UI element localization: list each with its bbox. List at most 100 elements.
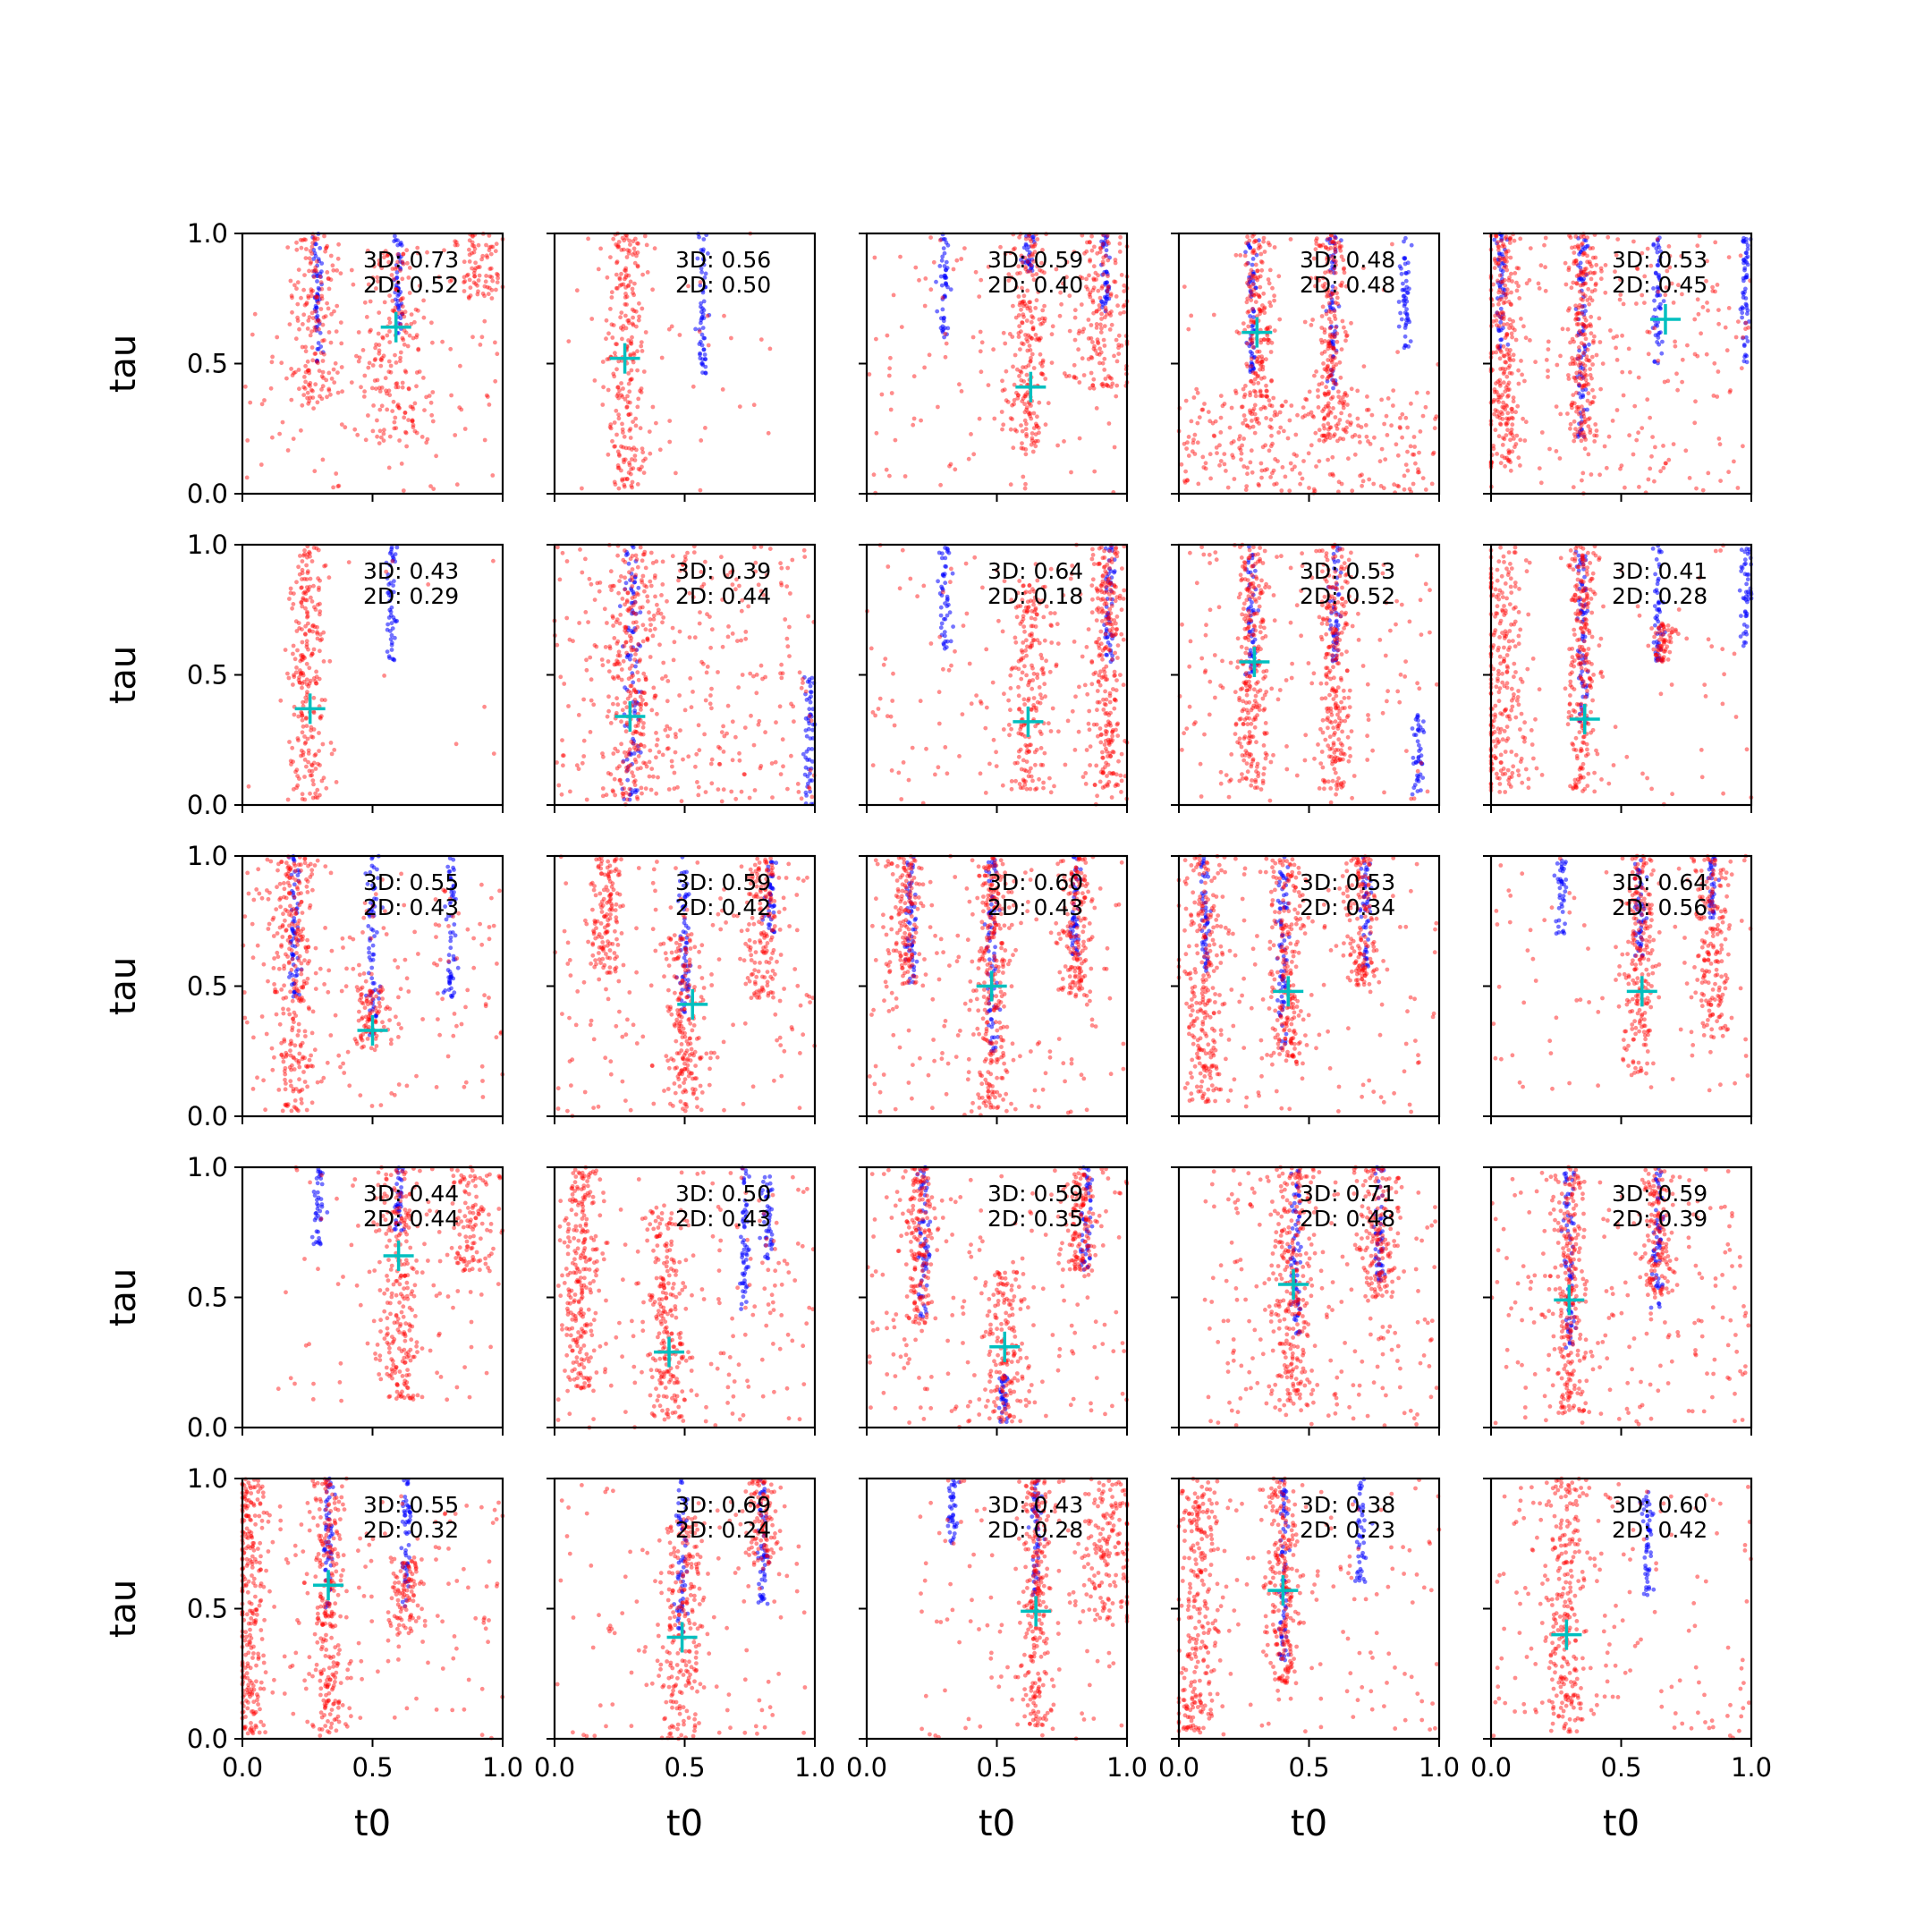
- data-point: [609, 290, 614, 295]
- data-point: [1349, 386, 1354, 392]
- data-point: [288, 586, 293, 591]
- data-point: [1107, 648, 1113, 653]
- data-point: [1013, 640, 1019, 645]
- data-point: [489, 287, 495, 292]
- data-point: [1304, 397, 1309, 402]
- data-point: [1335, 438, 1340, 444]
- data-point: [470, 266, 474, 271]
- data-point: [1417, 450, 1421, 455]
- data-point: [1250, 344, 1256, 350]
- data-point: [1098, 669, 1103, 674]
- data-point: [891, 292, 896, 298]
- data-point: [1506, 365, 1511, 370]
- data-point: [394, 270, 400, 275]
- data-point: [380, 335, 386, 340]
- data-point: [797, 670, 802, 675]
- data-point: [1112, 706, 1117, 711]
- data-point: [633, 572, 639, 578]
- data-point: [1508, 348, 1513, 352]
- data-point: [640, 349, 645, 353]
- data-point: [1319, 314, 1325, 318]
- data-point: [472, 274, 477, 279]
- data-point: [1008, 686, 1013, 691]
- data-point: [320, 741, 326, 747]
- data-point: [605, 714, 610, 719]
- data-point: [1347, 413, 1352, 418]
- data-point: [398, 268, 402, 273]
- data-point: [301, 287, 306, 292]
- data-point: [1340, 318, 1345, 324]
- data-point: [1332, 309, 1337, 314]
- data-point: [673, 750, 678, 755]
- data-point: [1680, 379, 1684, 385]
- data-point: [769, 761, 775, 766]
- data-point: [1109, 309, 1114, 314]
- data-point: [674, 734, 678, 740]
- data-point: [321, 315, 326, 320]
- data-point: [598, 246, 603, 251]
- data-point: [370, 275, 376, 280]
- data-point: [1011, 445, 1016, 451]
- data-point: [304, 247, 309, 251]
- data-point: [1743, 240, 1749, 245]
- data-point: [289, 293, 294, 299]
- data-point: [652, 693, 657, 699]
- data-point: [665, 724, 670, 729]
- data-point: [1271, 395, 1276, 401]
- data-point: [806, 747, 811, 751]
- data-point: [619, 248, 624, 252]
- data-point: [584, 797, 589, 802]
- data-point: [645, 270, 650, 275]
- data-point: [945, 242, 951, 248]
- data-point: [391, 276, 396, 282]
- data-point: [1052, 611, 1057, 615]
- data-point: [1062, 439, 1066, 444]
- data-point: [1106, 421, 1112, 426]
- data-point: [1745, 247, 1750, 251]
- data-point: [1606, 234, 1611, 240]
- data-point: [1033, 724, 1038, 729]
- data-point: [589, 677, 594, 682]
- data-point: [1251, 248, 1257, 253]
- data-point: [421, 376, 426, 380]
- data-point: [1095, 250, 1100, 256]
- data-point: [954, 258, 960, 263]
- data-point: [670, 625, 675, 631]
- data-point: [383, 376, 388, 381]
- data-point: [325, 301, 329, 306]
- data-point: [1586, 323, 1591, 328]
- data-point: [619, 381, 623, 386]
- data-point: [318, 609, 323, 614]
- data-point: [660, 559, 665, 564]
- data-point: [316, 318, 320, 323]
- data-point: [1582, 315, 1587, 320]
- data-point: [335, 256, 341, 261]
- data-point: [1109, 385, 1114, 389]
- data-point: [1560, 326, 1565, 332]
- data-point: [655, 737, 660, 742]
- data-point: [1671, 442, 1676, 446]
- data-point: [1716, 369, 1721, 374]
- data-point: [942, 273, 947, 278]
- data-point: [1409, 242, 1414, 248]
- data-point: [1401, 281, 1405, 286]
- data-point: [1496, 278, 1500, 284]
- data-point: [1634, 437, 1640, 443]
- data-point: [1098, 350, 1104, 355]
- data-point: [1252, 388, 1257, 394]
- data-point: [302, 775, 307, 779]
- data-point: [1099, 317, 1104, 321]
- data-point: [309, 287, 314, 292]
- data-point: [375, 275, 380, 280]
- data-point: [919, 418, 923, 423]
- data-point: [305, 359, 310, 364]
- data-point: [1250, 419, 1254, 423]
- data-point: [1627, 433, 1631, 438]
- data-point: [1583, 419, 1588, 425]
- data-point: [401, 296, 405, 301]
- data-point: [1355, 388, 1360, 394]
- data-point: [616, 465, 622, 470]
- data-point: [1418, 429, 1423, 434]
- data-point: [730, 719, 735, 724]
